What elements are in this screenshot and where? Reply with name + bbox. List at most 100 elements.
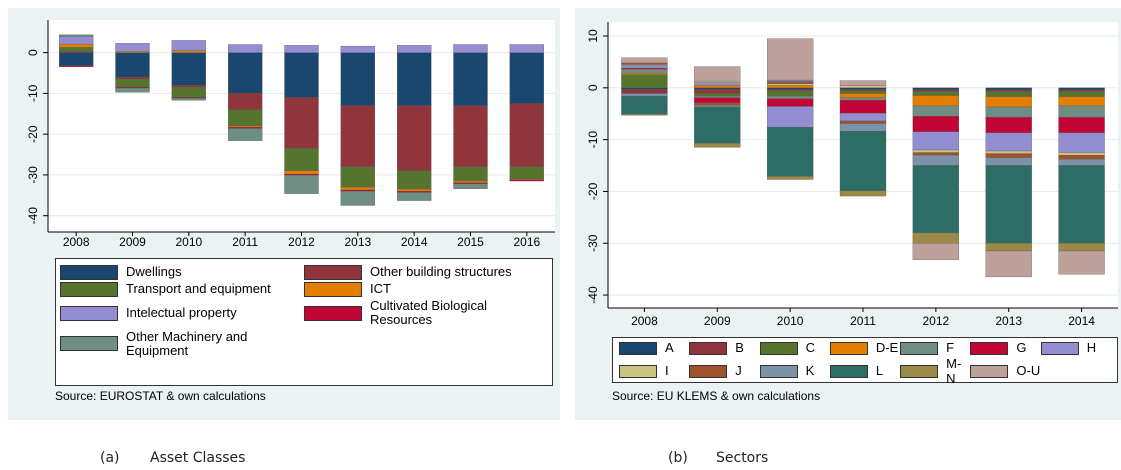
bar-segment (766, 79, 814, 82)
bar-segment (621, 62, 668, 65)
bar-segment (694, 89, 741, 94)
legend-item: Dwellings (60, 265, 304, 280)
legend: A B C D-E F G H I J K L M-N O-U (612, 337, 1118, 386)
bar-segment (839, 190, 887, 197)
legend-label: B (735, 340, 744, 355)
legend-item: D-E (829, 340, 900, 355)
bar-segment (985, 106, 1032, 118)
bar-segment (694, 95, 741, 98)
bar-segment (621, 114, 668, 116)
legend-label: D-E (875, 340, 899, 355)
bar-segment (839, 85, 887, 88)
bar-segment (1058, 165, 1105, 244)
bar-segment (694, 80, 741, 83)
bar-segment (171, 85, 206, 88)
bar-segment (1058, 96, 1105, 107)
legend-item: O-U (970, 357, 1040, 386)
bar-segment (397, 191, 432, 193)
legend-swatch (60, 336, 118, 352)
y-tick-label: -10 (586, 131, 600, 149)
bar-segment (284, 173, 319, 176)
bar-segment (1058, 91, 1105, 97)
bar-segment (985, 87, 1032, 91)
bar-segment (766, 95, 814, 99)
bar-segment (766, 90, 814, 97)
bar-segment (284, 52, 319, 98)
bar-segment (839, 90, 887, 94)
bar-segment (912, 165, 960, 234)
bar-segment (766, 89, 814, 92)
bar-segment (621, 95, 668, 115)
legend-item: K (759, 357, 830, 386)
bar-segment (766, 85, 814, 88)
bar-segment (912, 116, 960, 132)
legend-item: B (689, 340, 759, 355)
legend-label: L (875, 363, 884, 379)
legend-swatch (970, 365, 1009, 379)
x-tick-label: 2016 (513, 235, 540, 249)
legend-label: K (805, 363, 815, 379)
bar-segment (453, 183, 488, 189)
bar-segment (621, 93, 668, 97)
bar-segment (228, 52, 263, 94)
bar-segment (453, 180, 488, 183)
legend-swatch (759, 341, 798, 355)
bar-segment (694, 105, 741, 108)
y-tick-label: -20 (586, 182, 600, 200)
bar-segment (694, 82, 741, 86)
x-tick-label: 2012 (923, 314, 950, 328)
bar-segment (1058, 159, 1105, 166)
x-tick-label: 2013 (344, 235, 371, 249)
legend-swatch (900, 341, 939, 355)
bar-segment (284, 45, 319, 53)
bar-segment (621, 68, 668, 74)
x-tick-label: 2011 (232, 235, 258, 249)
bar-segment (985, 89, 1032, 92)
legend-swatch (689, 341, 728, 355)
legend-label: F (946, 340, 955, 355)
legend-swatch (60, 305, 118, 321)
caption: Asset Classes (150, 450, 246, 466)
legend-label: Cultivated Biological Resources (370, 298, 488, 328)
y-tick-label: 0 (586, 84, 600, 91)
caption: Sectors (716, 450, 769, 466)
x-tick-label: 2010 (175, 235, 202, 249)
bar-segment (694, 143, 741, 148)
bar-segment (340, 166, 375, 188)
bar-segment (766, 176, 814, 180)
legend-label: Intelectual property (126, 305, 237, 321)
bar-segment (59, 65, 94, 68)
bar-segment (839, 100, 887, 114)
legend-swatch (304, 265, 362, 280)
bar-segment (340, 52, 375, 106)
bar-segment (59, 52, 94, 66)
y-tick-label: -30 (586, 234, 600, 252)
bar-segment (912, 149, 960, 153)
bar-segment (1058, 243, 1105, 252)
legend-label: J (735, 363, 742, 379)
bar-segment (839, 120, 887, 124)
bar-segment (59, 43, 94, 48)
legend-item: L (829, 357, 900, 386)
legend-label: I (665, 363, 669, 379)
bar-segment (839, 80, 887, 86)
bar-segment (453, 166, 488, 182)
bar-segment (912, 152, 960, 156)
legend-swatch (60, 282, 118, 297)
bar-segment (985, 150, 1032, 154)
source-note: Source: EUROSTAT & own calculations (55, 389, 266, 403)
bar-segment (397, 192, 432, 201)
legend-item: Other Machinery and Equipment (60, 329, 304, 359)
bar-segment (985, 91, 1032, 97)
bar-segment (912, 155, 960, 166)
bar-segment (284, 97, 319, 149)
x-tick-label: 2014 (1068, 314, 1095, 328)
legend-label: H (1086, 340, 1097, 355)
bar-segment (59, 51, 94, 53)
bar-segment (912, 131, 960, 151)
bar-segment (59, 47, 94, 52)
bar-segment (839, 89, 887, 92)
bar-segment (912, 105, 960, 117)
bar-segment (397, 45, 432, 53)
